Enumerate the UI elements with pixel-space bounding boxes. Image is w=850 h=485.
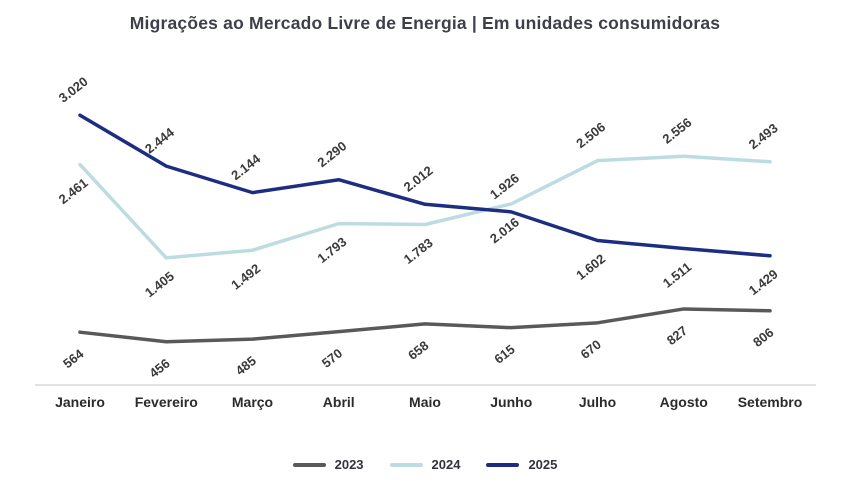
data-label-2023: 827 [664,323,690,348]
legend-label: 2023 [334,457,364,472]
data-label-2023: 485 [233,353,259,378]
data-label-2023: 806 [750,325,776,350]
data-label-2024: 1.783 [401,235,436,267]
data-label-2023: 658 [405,338,431,363]
data-label-2024: 1.405 [142,268,177,300]
data-label-2025: 1.429 [746,266,781,298]
data-label-2025: 2.144 [228,151,263,183]
x-axis-label: Fevereiro [135,394,198,410]
x-axis-label: Setembro [738,394,803,410]
data-label-2025: 1.511 [660,259,694,290]
data-label-2025: 2.012 [401,163,436,195]
legend-swatch-2023 [292,462,326,467]
legend-swatch-2025 [486,462,520,467]
data-label-2025: 3.020 [56,74,91,106]
chart-title: Migrações ao Mercado Livre de Energia | … [129,13,721,33]
x-axis-label: Junho [490,394,532,410]
data-label-2024: 2.506 [573,119,608,151]
x-axis-label: Março [232,394,273,410]
data-label-2025: 1.926 [487,170,522,202]
legend-item-2024: 2024 [389,457,461,472]
chart-legend: 2023 2024 2025 [0,457,850,472]
data-label-2023: 564 [60,346,87,372]
legend-item-2023: 2023 [292,457,364,472]
x-axis-label: Janeiro [55,394,105,410]
legend-label: 2024 [431,457,461,472]
data-label-2024: 1.492 [228,261,263,293]
legend-label: 2025 [528,457,558,472]
data-label-2025: 1.602 [573,251,608,283]
x-axis-label: Maio [409,394,441,410]
x-axis-label: Agosto [660,394,708,410]
data-label-2024: 2.493 [746,120,781,152]
data-label-2024: 2.016 [487,214,522,246]
series-line-2023 [78,307,772,344]
data-label-2024: 2.461 [56,175,91,207]
x-axis-label: Julho [579,394,616,410]
data-label-2023: 615 [491,342,517,367]
data-label-2025: 2.444 [142,124,177,156]
data-label-2025: 2.290 [315,138,350,170]
data-label-2024: 1.793 [315,234,350,266]
data-label-2023: 670 [578,337,604,362]
data-label-2024: 2.556 [660,115,695,147]
data-label-2023: 570 [319,346,345,371]
series-line-2025 [78,113,772,258]
x-axis-label: Abril [323,394,355,410]
series-line-2024 [78,154,772,260]
legend-item-2025: 2025 [486,457,557,472]
legend-swatch-2024 [389,462,423,467]
data-label-2023: 456 [146,356,172,381]
